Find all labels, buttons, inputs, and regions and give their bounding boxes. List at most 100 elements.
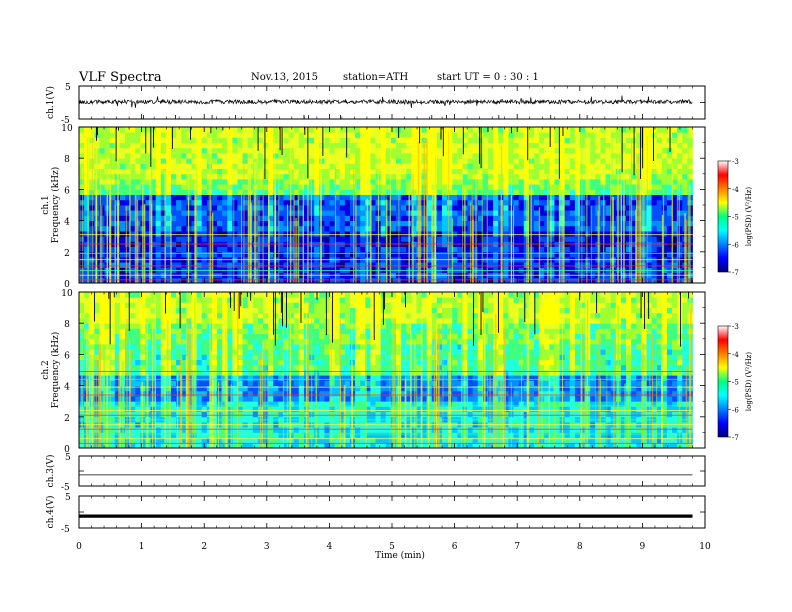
ch1-spectrogram-cell [288,137,295,143]
ch1-spectrogram-cell [539,231,545,237]
ch1-spectrogram-cell [574,246,581,253]
ch1-spectrogram-cell [160,246,167,253]
ch1-spectrogram-cell [176,173,182,180]
ch1-spectrogram-cell [677,220,683,227]
ch2-spectrogram-cell [160,396,167,402]
ch1-spectrogram-cell [426,147,433,154]
ch1-spectrogram-cell [580,163,586,169]
ch2-spectrogram-cell [114,344,121,350]
ch2-spectrogram-cell [196,349,203,355]
ch1-spectrogram-cell [237,132,243,138]
ch1-spectrogram-cell [303,262,310,268]
ch1-spectrogram-cell [232,225,238,232]
ch2-spectrogram-cell [155,312,162,319]
ch1-spectrogram-cell [493,163,499,169]
ch1-spectrogram-cell [278,225,284,232]
ch1-spectrogram-cell [293,168,300,175]
ch2-spectrogram-cell [222,328,228,334]
ch2-spectrogram-cell [217,437,223,444]
ch1-spectrogram-cell [477,189,484,195]
ch2-spectrogram-cell [171,328,177,334]
ch1-spectrogram-cell [222,231,228,237]
ch2-spectrogram-cell [227,401,233,407]
ch1-spectrogram-cell [508,168,514,175]
ch1-spectrogram-cell [303,168,310,175]
ch1-spectrogram-cell [278,194,284,201]
ch2-spectrogram-cell [94,344,100,350]
ch2-spectrogram-cell [165,354,172,360]
ch1-spectrogram-cell [385,184,392,190]
ch1-spectrogram-cell [278,163,284,169]
ch1-spectrogram-cell [160,168,167,175]
ch1-spectrogram-cell [268,179,274,185]
ch1-spectrogram-cell [283,173,289,180]
ch1-spectrogram-cell [477,220,484,227]
ch1-spectrogram-cell [370,127,376,133]
ch1-spectrogram-cell [329,210,336,216]
ch1-spectrogram-cell [661,137,668,143]
ch2-spectrogram-cell [94,354,100,360]
ch2-spectrogram-cell [114,396,121,402]
ch1-spectrogram-cell [472,173,479,180]
ch1-spectrogram-cell [145,153,151,159]
ch1-spectrogram-cell [206,277,213,284]
ch1-spectrogram-cell [580,251,586,258]
ch1-spectrogram-cell [523,179,530,185]
ch1-spectrogram-cell [441,194,448,201]
ch1-spectrogram-cell [626,210,632,216]
ch1-spectrogram-cell [447,168,453,175]
ch1-spectrogram-cell [160,163,167,169]
ch2-spectrogram-cell [191,406,197,412]
ch1-spectrogram-cell [482,199,489,206]
ch1-spectrogram-cell [585,277,591,284]
ch2-spectrogram-cell [191,333,197,340]
ch1-spectrogram-cell [370,184,376,190]
ch1-spectrogram-cell [237,127,243,133]
ch2-spectrogram-cell [206,302,213,308]
ch1-waveform-trace [78,95,693,108]
ch2-spectrogram-cell [232,432,238,438]
ch1-spectrogram-cell [487,220,494,227]
ch1-spectrogram-cell [314,215,320,221]
ch1-spectrogram-cell [441,262,448,268]
ch1-spectrogram-cell [666,262,673,268]
ch1-spectrogram-cell [247,153,254,159]
ch2-spectrogram-cell [227,292,233,298]
ch1-spectrogram-cb-tick-label: -6 [732,241,739,249]
ch1-spectrogram-cell [457,142,463,149]
ch2-spectrogram-cell [150,370,157,376]
ch2-spectrogram-cell [104,307,111,314]
ch1-spectrogram-cell [508,147,514,154]
ch1-spectrogram-cell [247,142,254,149]
ch1-spectrogram-cell [186,132,192,138]
ch1-spectrogram-cell [227,147,233,154]
ch1-spectrogram-cell [482,231,489,237]
ch1-spectrogram-cell [646,132,652,138]
ch1-spectrogram-cell [467,179,474,185]
ch1-spectrogram-cell [125,236,131,242]
ch1-spectrogram-cell [549,158,555,164]
ch1-spectrogram-cell [99,194,105,201]
ch1-spectrogram-cell [257,137,264,143]
ch1-spectrogram-cell [324,137,330,143]
ch1-spectrogram-cell [298,168,305,175]
ch1-spectrogram-cell [477,147,484,154]
ch1-spectrogram-cell [155,251,162,258]
ch1-spectrogram-cell [477,137,484,143]
ch1-spectrogram-cell [165,173,172,180]
ch1-spectrogram-cell [155,231,162,237]
ch2-spectrogram-cell [94,292,100,298]
ch1-spectrogram-cell [426,173,433,180]
ch1-spectrogram-cell [79,251,85,258]
ch1-spectrogram-cell [513,220,520,227]
ch1-spectrogram-cell [145,179,151,185]
ch1-spectrogram-cell [109,210,116,216]
ch1-spectrogram-cell [605,199,612,206]
ch2-spectrogram-cell [94,349,100,355]
ch1-spectrogram-cell [534,142,540,149]
ch2-spectrogram-cell [104,323,111,329]
ch1-spectrogram-cell [457,127,463,133]
ch1-spectrogram-cell [518,153,525,159]
ch1-spectrogram-cell [278,246,284,253]
ch1-spectrogram-cell [370,225,376,232]
